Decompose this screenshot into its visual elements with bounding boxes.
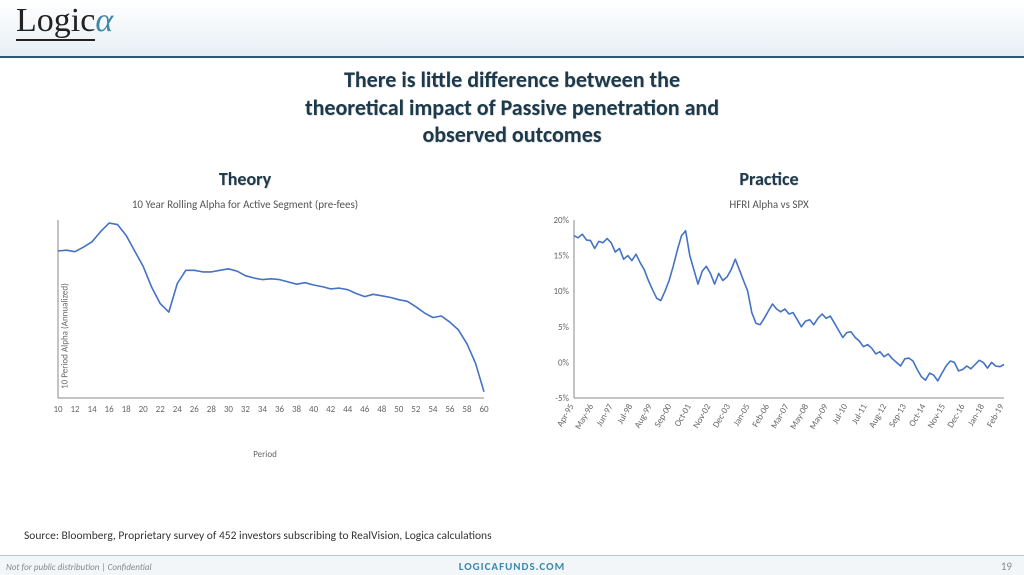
practice-chart: -5%0%5%10%15%20%Apr-95May-96Jun-97Jul-98… bbox=[540, 216, 1010, 456]
svg-text:10: 10 bbox=[53, 404, 63, 415]
theory-subtitle: 10 Year Rolling Alpha for Active Segment… bbox=[0, 198, 490, 211]
practice-svg: -5%0%5%10%15%20%Apr-95May-96Jun-97Jul-98… bbox=[540, 216, 1010, 456]
svg-text:44: 44 bbox=[343, 404, 353, 415]
svg-text:16: 16 bbox=[105, 404, 115, 415]
svg-text:10%: 10% bbox=[553, 286, 569, 297]
svg-text:42: 42 bbox=[326, 404, 336, 415]
svg-text:34: 34 bbox=[258, 404, 268, 415]
svg-text:36: 36 bbox=[275, 404, 285, 415]
svg-text:54: 54 bbox=[428, 404, 438, 415]
svg-text:May-96: May-96 bbox=[573, 402, 597, 432]
svg-text:40: 40 bbox=[309, 404, 319, 415]
svg-text:Nov-15: Nov-15 bbox=[925, 402, 948, 431]
svg-text:24: 24 bbox=[173, 404, 183, 415]
practice-subtitle: HFRI Alpha vs SPX bbox=[524, 198, 1014, 211]
title-line-3: observed outcomes bbox=[422, 121, 601, 148]
svg-text:28: 28 bbox=[207, 404, 217, 415]
svg-text:Dec-16: Dec-16 bbox=[945, 402, 968, 430]
theory-xlabel: Period bbox=[40, 449, 490, 460]
footer-bar: Not for public distribution | Confidenti… bbox=[0, 555, 1024, 575]
svg-text:Aug-12: Aug-12 bbox=[867, 402, 890, 430]
svg-text:20: 20 bbox=[139, 404, 149, 415]
svg-text:22: 22 bbox=[156, 404, 166, 415]
footer-url: LOGICAFUNDS.COM bbox=[0, 560, 1024, 573]
theory-chart: 10 Period Alpha (Annualized) 10 12 14 16 18 2… bbox=[40, 216, 490, 456]
theory-ylabel: 10 Period Alpha (Annualized) bbox=[59, 283, 70, 389]
svg-text:Aug-99: Aug-99 bbox=[632, 402, 655, 430]
svg-text:Sep-00: Sep-00 bbox=[652, 402, 674, 430]
svg-text:56: 56 bbox=[445, 404, 455, 415]
svg-text:5%: 5% bbox=[558, 322, 570, 333]
theory-heading: Theory bbox=[0, 168, 490, 190]
svg-text:Jun-97: Jun-97 bbox=[594, 402, 616, 429]
svg-text:32: 32 bbox=[241, 404, 251, 415]
title-line-1: There is little difference between the bbox=[344, 66, 680, 93]
svg-text:20%: 20% bbox=[553, 216, 569, 226]
svg-text:26: 26 bbox=[190, 404, 200, 415]
svg-text:50: 50 bbox=[394, 404, 404, 415]
source-text: Source: Bloomberg, Proprietary survey of… bbox=[24, 529, 492, 543]
svg-text:14: 14 bbox=[88, 404, 98, 415]
logo-main: Logic bbox=[16, 2, 95, 41]
svg-text:60: 60 bbox=[479, 404, 489, 415]
svg-text:48: 48 bbox=[377, 404, 387, 415]
header-rule bbox=[0, 56, 1024, 58]
title-line-2: theoretical impact of Passive penetratio… bbox=[305, 94, 719, 121]
svg-text:Feb-19: Feb-19 bbox=[985, 402, 1007, 430]
footer-page: 19 bbox=[1001, 560, 1012, 573]
svg-text:Jul-10: Jul-10 bbox=[830, 402, 851, 427]
slide-title: There is little difference between the t… bbox=[0, 66, 1024, 149]
svg-text:30: 30 bbox=[224, 404, 234, 415]
svg-text:Sep-13: Sep-13 bbox=[887, 402, 909, 430]
svg-text:52: 52 bbox=[411, 404, 421, 415]
logica-logo: Logicα bbox=[16, 0, 113, 41]
theory-svg: 10 12 14 16 18 20 22 24 26 28 30 32 34 36 38 40 42 44 46 48… bbox=[40, 216, 490, 426]
logo-alpha: α bbox=[95, 2, 113, 39]
svg-text:18: 18 bbox=[122, 404, 132, 415]
svg-text:38: 38 bbox=[292, 404, 302, 415]
slide: Logicα There is little difference betwee… bbox=[0, 0, 1024, 575]
svg-text:58: 58 bbox=[462, 404, 472, 415]
svg-text:46: 46 bbox=[360, 404, 370, 415]
svg-text:15%: 15% bbox=[553, 251, 569, 262]
svg-text:Dec-03: Dec-03 bbox=[711, 402, 734, 430]
svg-text:12: 12 bbox=[70, 404, 80, 415]
svg-text:May-09: May-09 bbox=[807, 402, 831, 432]
practice-heading: Practice bbox=[524, 168, 1014, 190]
svg-text:0%: 0% bbox=[558, 357, 570, 368]
svg-text:Nov-02: Nov-02 bbox=[691, 402, 714, 431]
header-gradient: Logicα bbox=[0, 0, 1024, 56]
